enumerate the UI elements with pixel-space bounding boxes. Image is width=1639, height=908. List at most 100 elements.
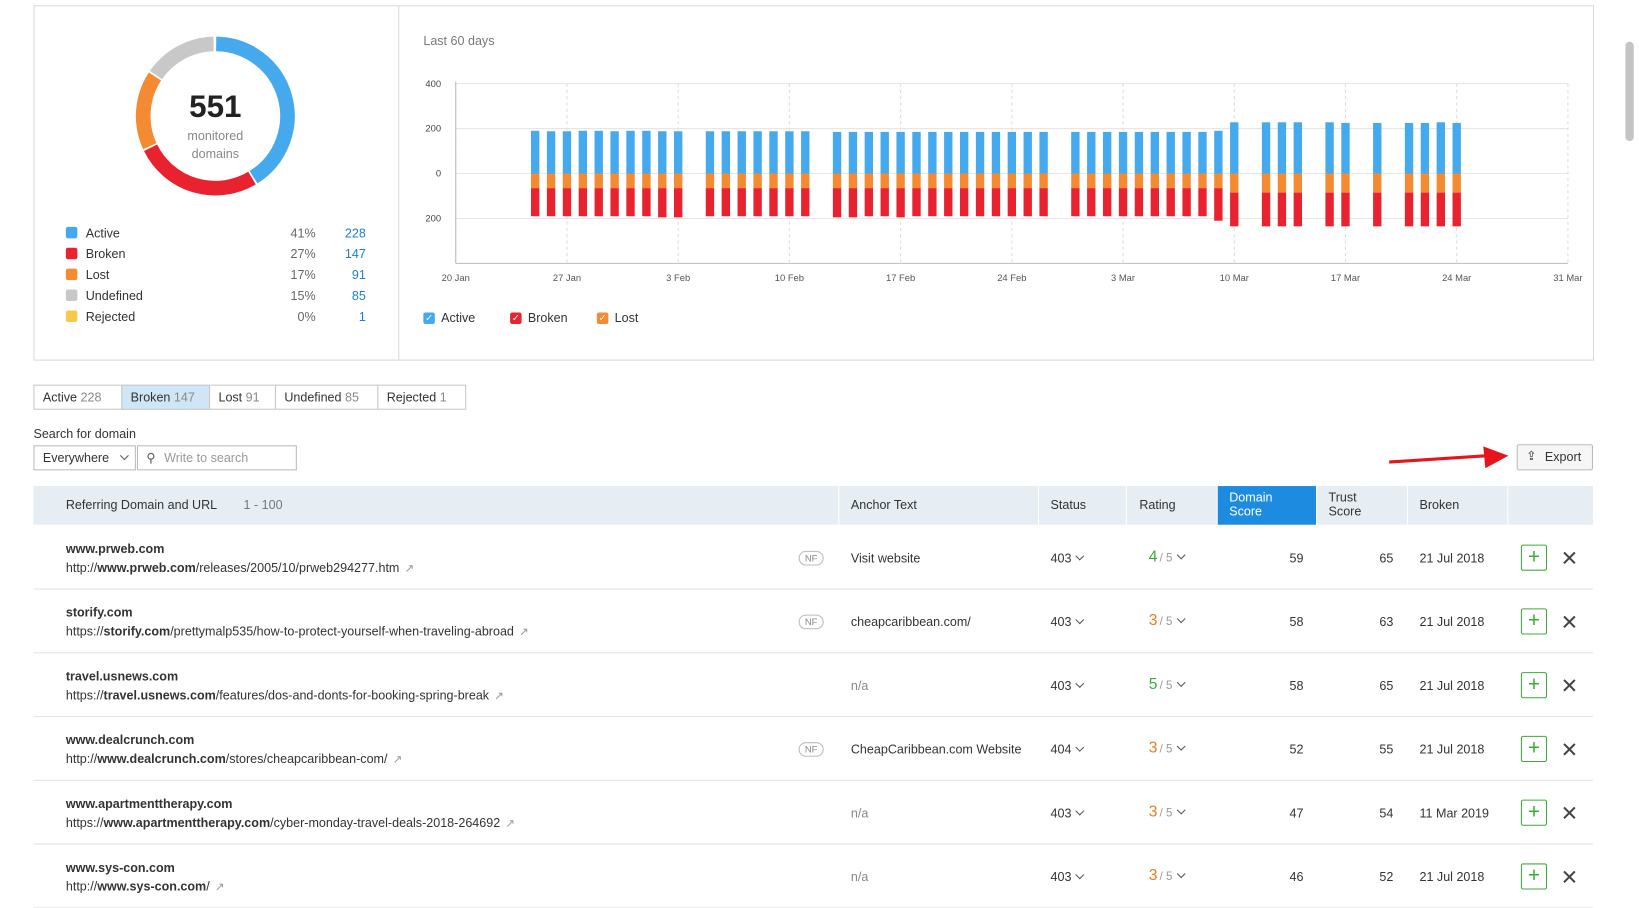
- tab-count: 1: [440, 390, 447, 405]
- search-input[interactable]: ⚲Write to search: [137, 445, 297, 470]
- domain-score: 52: [1256, 742, 1303, 757]
- rating[interactable]: 3/ 5: [1149, 803, 1184, 821]
- chevron: [1075, 615, 1084, 624]
- remove-button[interactable]: ✕: [1561, 801, 1579, 827]
- external-link-icon: ↗: [215, 881, 225, 894]
- status[interactable]: 403: [1051, 615, 1083, 630]
- x-tick-label: 27 Jan: [553, 272, 581, 283]
- status[interactable]: 403: [1051, 551, 1083, 566]
- status[interactable]: 403: [1051, 870, 1083, 885]
- status[interactable]: 403: [1051, 678, 1083, 693]
- bar: [1230, 174, 1238, 193]
- remove-button[interactable]: ✕: [1561, 673, 1579, 699]
- column-header[interactable]: Anchor Text: [851, 498, 917, 513]
- x-tick-label: 10 Mar: [1220, 272, 1249, 283]
- legend-count[interactable]: 228: [324, 226, 366, 241]
- bar: [610, 131, 618, 173]
- legend-count[interactable]: 91: [324, 268, 366, 283]
- bar: [944, 132, 952, 174]
- url[interactable]: http://www.dealcrunch.com/stores/cheapca…: [66, 752, 402, 767]
- bar: [849, 174, 857, 189]
- domain[interactable]: www.prweb.com: [66, 541, 165, 556]
- rating[interactable]: 3/ 5: [1149, 867, 1184, 885]
- url[interactable]: https://storify.com/prettymalp535/how-to…: [66, 624, 529, 639]
- url[interactable]: http://www.sys-con.com/↗: [66, 879, 225, 894]
- bar: [1198, 188, 1206, 216]
- column-header[interactable]: Domain Score: [1229, 491, 1271, 518]
- url-scheme: http://: [66, 879, 97, 894]
- rating[interactable]: 5/ 5: [1149, 675, 1184, 693]
- x-tick-label: 3 Mar: [1111, 272, 1135, 283]
- remove-button[interactable]: ✕: [1561, 737, 1579, 763]
- legend-label[interactable]: Lost: [615, 310, 639, 325]
- legend-label[interactable]: Broken: [528, 310, 568, 325]
- bar: [595, 131, 603, 174]
- add-button[interactable]: +: [1521, 545, 1547, 571]
- column-header[interactable]: Trust Score: [1329, 491, 1367, 518]
- tab-count: 91: [246, 390, 260, 405]
- add-button[interactable]: +: [1521, 800, 1547, 826]
- bar: [1453, 174, 1461, 193]
- column-header[interactable]: Rating: [1139, 498, 1175, 513]
- trust-score: 63: [1346, 615, 1393, 630]
- external-link-icon: ↗: [505, 817, 515, 830]
- domain[interactable]: www.sys-con.com: [66, 860, 175, 875]
- url[interactable]: https://www.apartmenttherapy.com/cyber-m…: [66, 815, 515, 830]
- legend-count[interactable]: 1: [324, 309, 366, 324]
- tab[interactable]: Undefined 85: [275, 385, 378, 410]
- bar: [912, 174, 920, 189]
- rating[interactable]: 4/ 5: [1149, 548, 1184, 566]
- bar: [960, 132, 968, 174]
- bar: [1182, 132, 1190, 174]
- table-row: storify.com https://storify.com/prettymal…: [33, 590, 1593, 654]
- trust-score: 52: [1346, 870, 1393, 885]
- broken-date: 21 Jul 2018: [1419, 615, 1484, 630]
- tab[interactable]: Lost 91: [209, 385, 276, 410]
- column-header[interactable]: Broken: [1419, 498, 1459, 513]
- legend-count[interactable]: 147: [324, 247, 366, 262]
- legend-label: Active: [86, 226, 120, 241]
- domain[interactable]: www.apartmenttherapy.com: [66, 797, 233, 812]
- bar: [928, 174, 936, 189]
- tab-label: Rejected: [387, 390, 437, 405]
- status[interactable]: 403: [1051, 806, 1083, 821]
- x-tick-label: 24 Mar: [1442, 272, 1471, 283]
- add-button[interactable]: +: [1521, 608, 1547, 634]
- tab[interactable]: Active 228: [33, 385, 122, 410]
- chevron: [1075, 743, 1084, 752]
- bar: [1421, 123, 1429, 174]
- remove-button[interactable]: ✕: [1561, 546, 1579, 572]
- url[interactable]: https://travel.usnews.com/features/dos-a…: [66, 688, 504, 703]
- export-button[interactable]: ⇪Export: [1517, 444, 1593, 470]
- column-header[interactable]: Referring Domain and URL: [66, 498, 217, 513]
- remove-button[interactable]: ✕: [1561, 864, 1579, 890]
- tab-count: 85: [345, 390, 359, 405]
- bar: [738, 174, 746, 189]
- scope-select[interactable]: Everywhere: [33, 445, 135, 470]
- legend-label: Rejected: [86, 309, 136, 324]
- url[interactable]: http://www.prweb.com/releases/2005/10/pr…: [66, 560, 414, 575]
- domain[interactable]: www.dealcrunch.com: [66, 733, 194, 748]
- x-tick-label: 20 Jan: [442, 272, 470, 283]
- add-button[interactable]: +: [1521, 736, 1547, 762]
- scrollbar[interactable]: [1625, 42, 1633, 141]
- rating[interactable]: 3/ 5: [1149, 739, 1184, 757]
- add-button[interactable]: +: [1521, 863, 1547, 889]
- tab[interactable]: Rejected 1: [377, 385, 466, 410]
- legend-checkbox[interactable]: ✓: [597, 313, 608, 324]
- legend-checkbox[interactable]: ✓: [423, 313, 434, 324]
- url-host: travel.usnews.com: [104, 688, 216, 703]
- bar: [706, 131, 714, 173]
- remove-button[interactable]: ✕: [1561, 609, 1579, 635]
- add-button[interactable]: +: [1521, 672, 1547, 698]
- legend-label[interactable]: Active: [441, 310, 475, 325]
- rating[interactable]: 3/ 5: [1149, 611, 1184, 629]
- tab[interactable]: Broken 147: [121, 385, 210, 410]
- domain[interactable]: travel.usnews.com: [66, 669, 178, 684]
- domain[interactable]: storify.com: [66, 605, 133, 620]
- legend-count[interactable]: 85: [324, 288, 366, 303]
- column-header[interactable]: Status: [1051, 498, 1087, 513]
- status[interactable]: 404: [1051, 742, 1083, 757]
- legend-checkbox[interactable]: ✓: [510, 313, 521, 324]
